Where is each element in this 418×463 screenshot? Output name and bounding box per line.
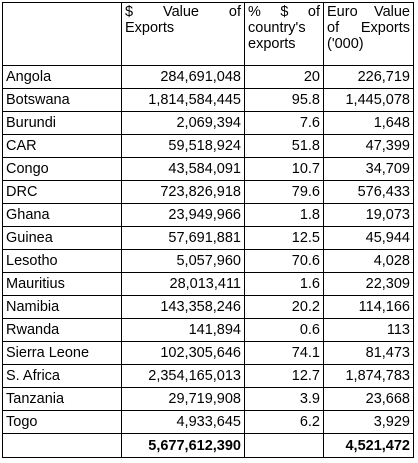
total-pct-cell <box>244 433 324 458</box>
euro-value-cell: 47,399 <box>323 134 414 158</box>
total-country-cell <box>2 433 122 458</box>
percent-cell: 3.9 <box>244 387 324 411</box>
country-cell: Guinea <box>2 226 122 250</box>
country-cell: Ghana <box>2 203 122 227</box>
usd-value-cell: 284,691,048 <box>121 65 245 89</box>
usd-value-cell: 723,826,918 <box>121 180 245 204</box>
percent-cell: 79.6 <box>244 180 324 204</box>
euro-value-cell: 23,668 <box>323 387 414 411</box>
usd-value-cell: 57,691,881 <box>121 226 245 250</box>
country-cell: Burundi <box>2 111 122 135</box>
usd-value-cell: 59,518,924 <box>121 134 245 158</box>
usd-value-cell: 5,057,960 <box>121 249 245 273</box>
table-row: Tanzania 29,719,908 3.9 23,668 <box>2 387 414 411</box>
usd-value-cell: 141,894 <box>121 318 245 342</box>
usd-value-cell: 4,933,645 <box>121 410 245 434</box>
percent-cell: 20 <box>244 65 324 89</box>
euro-value-cell: 34,709 <box>323 157 414 181</box>
percent-cell: 0.6 <box>244 318 324 342</box>
usd-value-cell: 28,013,411 <box>121 272 245 296</box>
table-row: CAR 59,518,924 51.8 47,399 <box>2 134 414 158</box>
euro-value-cell: 81,473 <box>323 341 414 365</box>
table-row: Rwanda 141,894 0.6 113 <box>2 318 414 342</box>
usd-value-cell: 2,354,165,013 <box>121 364 245 388</box>
euro-value-cell: 226,719 <box>323 65 414 89</box>
country-cell: Tanzania <box>2 387 122 411</box>
percent-cell: 1.6 <box>244 272 324 296</box>
table-row: Burundi 2,069,394 7.6 1,648 <box>2 111 414 135</box>
euro-value-cell: 113 <box>323 318 414 342</box>
country-cell: Lesotho <box>2 249 122 273</box>
country-cell: DRC <box>2 180 122 204</box>
euro-value-cell: 1,445,078 <box>323 88 414 112</box>
usd-value-cell: 43,584,091 <box>121 157 245 181</box>
percent-cell: 20.2 <box>244 295 324 319</box>
exports-table: $ Value of Exports % $ of country's expo… <box>2 2 414 458</box>
country-cell: Namibia <box>2 295 122 319</box>
country-cell: Rwanda <box>2 318 122 342</box>
table-row: Namibia 143,358,246 20.2 114,166 <box>2 295 414 319</box>
table-row: Angola 284,691,048 20 226,719 <box>2 65 414 89</box>
table-row: Guinea 57,691,881 12.5 45,944 <box>2 226 414 250</box>
euro-value-cell: 22,309 <box>323 272 414 296</box>
percent-cell: 1.8 <box>244 203 324 227</box>
header-row: $ Value of Exports % $ of country's expo… <box>2 2 414 66</box>
table-row: Botswana 1,814,584,445 95.8 1,445,078 <box>2 88 414 112</box>
usd-value-cell: 1,814,584,445 <box>121 88 245 112</box>
percent-cell: 12.5 <box>244 226 324 250</box>
percent-cell: 51.8 <box>244 134 324 158</box>
total-usd-cell: 5,677,612,390 <box>121 433 245 458</box>
usd-value-cell: 29,719,908 <box>121 387 245 411</box>
table-row: Congo 43,584,091 10.7 34,709 <box>2 157 414 181</box>
table-row: Togo 4,933,645 6.2 3,929 <box>2 410 414 434</box>
euro-value-cell: 1,874,783 <box>323 364 414 388</box>
euro-value-cell: 1,648 <box>323 111 414 135</box>
country-cell: Angola <box>2 65 122 89</box>
percent-cell: 95.8 <box>244 88 324 112</box>
usd-value-cell: 102,305,646 <box>121 341 245 365</box>
percent-cell: 6.2 <box>244 410 324 434</box>
euro-value-cell: 3,929 <box>323 410 414 434</box>
country-cell: Mauritius <box>2 272 122 296</box>
usd-value-cell: 143,358,246 <box>121 295 245 319</box>
usd-value-cell: 23,949,966 <box>121 203 245 227</box>
header-usd-value: $ Value of Exports <box>121 2 245 66</box>
country-cell: Botswana <box>2 88 122 112</box>
country-cell: Congo <box>2 157 122 181</box>
euro-value-cell: 114,166 <box>323 295 414 319</box>
total-row: 5,677,612,390 4,521,472 <box>2 433 414 458</box>
table-row: Ghana 23,949,966 1.8 19,073 <box>2 203 414 227</box>
percent-cell: 12.7 <box>244 364 324 388</box>
usd-value-cell: 2,069,394 <box>121 111 245 135</box>
table-row: Lesotho 5,057,960 70.6 4,028 <box>2 249 414 273</box>
total-eur-cell: 4,521,472 <box>323 433 414 458</box>
header-percent-exports: % $ of country's exports <box>244 2 324 66</box>
header-euro-value: Euro Value of Exports ('000) <box>323 2 414 66</box>
country-cell: Sierra Leone <box>2 341 122 365</box>
percent-cell: 7.6 <box>244 111 324 135</box>
euro-value-cell: 576,433 <box>323 180 414 204</box>
country-cell: Togo <box>2 410 122 434</box>
table-row: Sierra Leone 102,305,646 74.1 81,473 <box>2 341 414 365</box>
percent-cell: 10.7 <box>244 157 324 181</box>
percent-cell: 70.6 <box>244 249 324 273</box>
table-row: DRC 723,826,918 79.6 576,433 <box>2 180 414 204</box>
euro-value-cell: 19,073 <box>323 203 414 227</box>
table-row: Mauritius 28,013,411 1.6 22,309 <box>2 272 414 296</box>
euro-value-cell: 4,028 <box>323 249 414 273</box>
country-cell: CAR <box>2 134 122 158</box>
table-row: S. Africa 2,354,165,013 12.7 1,874,783 <box>2 364 414 388</box>
country-cell: S. Africa <box>2 364 122 388</box>
percent-cell: 74.1 <box>244 341 324 365</box>
euro-value-cell: 45,944 <box>323 226 414 250</box>
header-country <box>2 2 122 66</box>
